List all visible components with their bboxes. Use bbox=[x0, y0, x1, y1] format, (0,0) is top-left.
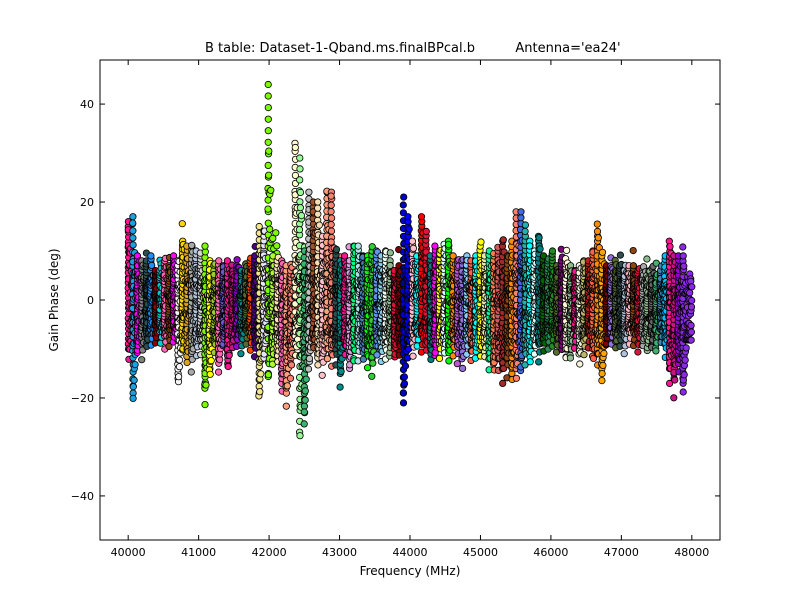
data-point bbox=[305, 188, 313, 196]
data-point bbox=[264, 92, 272, 100]
data-point bbox=[363, 364, 372, 372]
data-point bbox=[297, 212, 306, 220]
data-point bbox=[282, 402, 290, 410]
data-point bbox=[315, 221, 323, 229]
chart-subtitle: Antenna='ea24' bbox=[515, 41, 620, 56]
data-point bbox=[295, 226, 304, 234]
data-point bbox=[224, 362, 232, 371]
data-point bbox=[264, 161, 272, 169]
chart-title-group: B table: Dataset-1-Qband.ms.finalBPcal.b… bbox=[205, 41, 621, 56]
data-point bbox=[267, 186, 275, 194]
data-point bbox=[175, 373, 183, 381]
data-point bbox=[327, 227, 336, 235]
chart-title: B table: Dataset-1-Qband.ms.finalBPcal.b bbox=[205, 41, 475, 56]
data-point bbox=[129, 383, 137, 391]
data-point bbox=[265, 147, 273, 155]
data-point bbox=[314, 204, 322, 212]
data-points-layer bbox=[124, 80, 696, 440]
data-point bbox=[291, 143, 299, 152]
data-point bbox=[176, 356, 184, 364]
data-point bbox=[287, 361, 296, 369]
data-point bbox=[327, 238, 335, 246]
data-point bbox=[296, 154, 304, 162]
data-point bbox=[264, 115, 272, 123]
data-point bbox=[304, 365, 313, 373]
data-point bbox=[327, 208, 335, 216]
data-point bbox=[296, 176, 304, 184]
data-point bbox=[286, 374, 295, 382]
data-point bbox=[264, 104, 272, 112]
data-point bbox=[257, 370, 265, 378]
data-point bbox=[273, 242, 281, 250]
data-point bbox=[340, 252, 349, 260]
data-point bbox=[264, 219, 272, 227]
data-point bbox=[283, 382, 291, 390]
data-point bbox=[296, 204, 304, 212]
data-point bbox=[296, 188, 305, 196]
data-point bbox=[264, 205, 272, 213]
data-point bbox=[129, 219, 137, 227]
data-point bbox=[264, 196, 272, 204]
data-point bbox=[178, 220, 186, 228]
data-point bbox=[266, 225, 274, 233]
data-point bbox=[207, 356, 215, 365]
data-point bbox=[264, 371, 272, 379]
data-point bbox=[272, 229, 280, 237]
data-point bbox=[327, 201, 335, 209]
data-point bbox=[265, 171, 273, 179]
data-point bbox=[336, 383, 344, 391]
data-point bbox=[138, 356, 146, 364]
data-point bbox=[302, 375, 310, 383]
data-point bbox=[215, 368, 223, 376]
data-point bbox=[188, 241, 196, 249]
data-point bbox=[129, 394, 137, 402]
data-point bbox=[131, 360, 139, 369]
data-point bbox=[175, 363, 184, 371]
data-point bbox=[202, 381, 210, 389]
data-point bbox=[354, 242, 362, 250]
data-point bbox=[314, 198, 322, 206]
data-point bbox=[301, 387, 309, 395]
data-point bbox=[318, 371, 326, 379]
data-point bbox=[327, 214, 336, 222]
data-point bbox=[237, 350, 245, 358]
data-point bbox=[129, 241, 137, 249]
data-point bbox=[129, 227, 137, 235]
data-point bbox=[296, 198, 304, 206]
data-point bbox=[332, 245, 341, 253]
data-point bbox=[225, 351, 233, 359]
data-point bbox=[301, 396, 309, 404]
data-point bbox=[337, 367, 345, 375]
data-point bbox=[264, 127, 272, 135]
data-point bbox=[300, 420, 308, 428]
data-point bbox=[147, 252, 155, 260]
data-point bbox=[368, 372, 376, 380]
data-point bbox=[201, 242, 209, 250]
data-point bbox=[130, 376, 138, 384]
data-point bbox=[233, 256, 241, 264]
data-point bbox=[264, 138, 272, 146]
data-point bbox=[129, 213, 137, 221]
data-point bbox=[187, 368, 195, 376]
data-point bbox=[300, 408, 308, 416]
data-point bbox=[296, 432, 304, 440]
data-point bbox=[369, 359, 377, 367]
data-point bbox=[314, 210, 322, 218]
data-point bbox=[305, 354, 314, 363]
data-point bbox=[296, 165, 304, 173]
data-point bbox=[327, 221, 335, 229]
data-point bbox=[148, 261, 156, 269]
data-point bbox=[264, 80, 272, 89]
data-point bbox=[256, 388, 264, 396]
data-point bbox=[255, 222, 263, 231]
data-point bbox=[327, 192, 335, 200]
data-point bbox=[129, 234, 137, 242]
data-point bbox=[201, 400, 209, 409]
data-point bbox=[206, 370, 214, 378]
